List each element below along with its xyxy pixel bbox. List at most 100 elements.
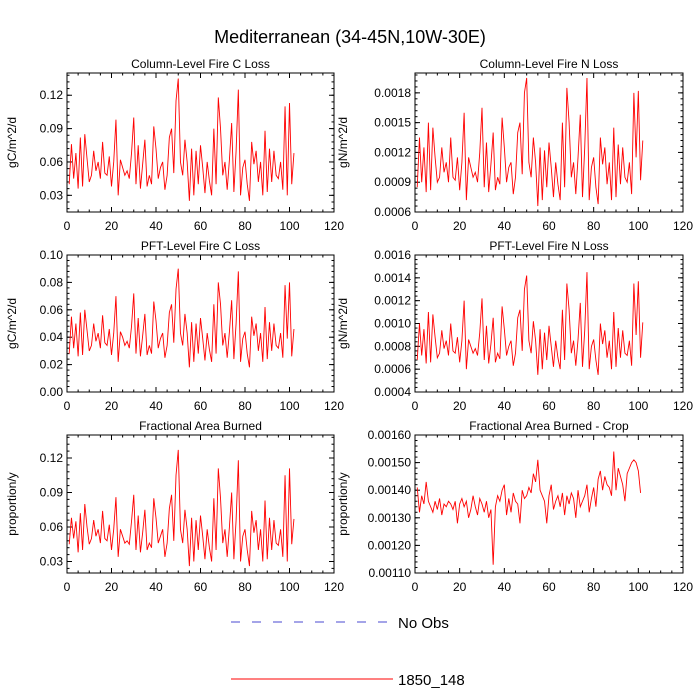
legend-label-1: No Obs	[398, 615, 449, 632]
x-tick-label: 100	[279, 219, 299, 233]
x-tick-label: 20	[105, 399, 119, 413]
y-tick-label: 0.0009	[374, 175, 411, 189]
y-tick-label: 0.00110	[369, 566, 412, 580]
panel-title: PFT-Level Fire C Loss	[141, 239, 260, 253]
y-tick-label: 0.09	[40, 122, 64, 136]
y-tick-label: 0.00120	[368, 538, 412, 552]
chart-panel-1: Column-Level Fire C Loss gC/m^2/d 0 20 40 60 8…	[5, 57, 344, 233]
chart-panel-6: Fractional Area Burned - Crop proportion/…	[336, 419, 693, 594]
y-axis-label: gN/m^2/d	[336, 117, 350, 168]
x-tick-label: 20	[453, 580, 467, 594]
panel-title: PFT-Level Fire N Loss	[489, 239, 608, 253]
y-tick-label: 0.06	[40, 155, 64, 169]
chart-panel-4: PFT-Level Fire N Loss gN/m^2/d 0 20 40 60 80 10…	[336, 239, 693, 413]
y-tick-label: 0.0008	[374, 339, 411, 353]
series-line-1	[68, 449, 295, 567]
x-tick-label: 100	[279, 580, 299, 594]
x-tick-label: 120	[324, 399, 344, 413]
x-tick-label: 40	[498, 219, 512, 233]
x-tick-label: 120	[673, 219, 693, 233]
series-line-1	[68, 78, 295, 201]
y-tick-label: 0.0004	[374, 385, 411, 399]
series-line-1	[416, 77, 644, 207]
y-tick-label: 0.0014	[374, 271, 411, 285]
y-tick-label: 0.00140	[368, 483, 412, 497]
x-tick-label: 120	[673, 399, 693, 413]
x-tick-label: 60	[542, 580, 556, 594]
y-tick-label: 0.04	[40, 330, 64, 344]
x-tick-label: 120	[324, 219, 344, 233]
y-tick-label: 0.0018	[374, 86, 411, 100]
x-tick-label: 40	[149, 580, 163, 594]
y-tick-label: 0.03	[40, 188, 64, 202]
y-tick-label: 0.0006	[374, 362, 411, 376]
x-tick-label: 0	[64, 399, 71, 413]
y-tick-label: 0.00130	[368, 511, 412, 525]
y-tick-label: 0.00160	[368, 428, 412, 442]
y-tick-label: 0.0012	[374, 145, 411, 159]
y-axis-label: proportion/y	[336, 472, 350, 535]
y-tick-label: 0.00	[40, 385, 64, 399]
x-tick-label: 60	[194, 580, 208, 594]
x-tick-label: 80	[587, 219, 601, 233]
y-tick-label: 0.0006	[374, 205, 411, 219]
series-line-1	[416, 451, 642, 565]
x-tick-label: 0	[412, 399, 419, 413]
x-tick-label: 20	[105, 219, 119, 233]
x-tick-label: 60	[194, 399, 208, 413]
y-tick-label: 0.09	[40, 486, 64, 500]
panel-title: Column-Level Fire C Loss	[131, 57, 270, 71]
x-tick-label: 100	[628, 219, 648, 233]
x-tick-label: 20	[105, 580, 119, 594]
legend-label-2: 1850_148	[398, 672, 465, 689]
figure-title: Mediterranean (34-45N,10W-30E)	[214, 27, 486, 47]
panel-title: Fractional Area Burned	[139, 419, 262, 433]
x-tick-label: 80	[587, 399, 601, 413]
series-line-1	[416, 272, 644, 375]
y-tick-label: 0.0010	[374, 317, 411, 331]
x-tick-label: 20	[453, 219, 467, 233]
panel-title: Fractional Area Burned - Crop	[469, 419, 629, 433]
y-tick-label: 0.06	[40, 520, 64, 534]
x-tick-label: 80	[238, 219, 252, 233]
x-tick-label: 100	[279, 399, 299, 413]
plot-frame	[66, 434, 335, 574]
x-tick-label: 120	[673, 580, 693, 594]
x-tick-label: 0	[412, 580, 419, 594]
panel-title: Column-Level Fire N Loss	[480, 57, 619, 71]
y-tick-label: 0.0012	[374, 294, 411, 308]
x-tick-label: 40	[149, 219, 163, 233]
x-tick-label: 0	[412, 219, 419, 233]
y-axis-label: gC/m^2/d	[5, 298, 19, 349]
x-tick-label: 20	[453, 399, 467, 413]
y-tick-label: 0.10	[40, 248, 64, 262]
x-tick-label: 80	[238, 580, 252, 594]
x-tick-label: 60	[194, 219, 208, 233]
x-tick-label: 40	[498, 399, 512, 413]
y-tick-label: 0.00150	[368, 456, 412, 470]
y-axis-label: proportion/y	[5, 472, 19, 535]
x-tick-label: 40	[498, 580, 512, 594]
y-tick-label: 0.03	[40, 555, 64, 569]
chart-panel-3: PFT-Level Fire C Loss gC/m^2/d 0 20 40 60 80 10…	[5, 239, 344, 413]
x-tick-label: 60	[542, 219, 556, 233]
y-tick-label: 0.08	[40, 275, 64, 289]
plot-frame	[66, 72, 335, 213]
x-tick-label: 120	[324, 580, 344, 594]
y-tick-label: 0.12	[40, 88, 64, 102]
y-tick-label: 0.12	[40, 451, 64, 465]
chart-panel-5: Fractional Area Burned proportion/y 0 20 40 6…	[5, 419, 344, 594]
series-line-1	[68, 268, 295, 368]
x-tick-label: 0	[64, 219, 71, 233]
y-tick-label: 0.0015	[374, 116, 411, 130]
x-tick-label: 100	[628, 399, 648, 413]
legend: No Obs 1850_148	[231, 615, 465, 689]
x-tick-label: 60	[542, 399, 556, 413]
chart-panel-2: Column-Level Fire N Loss gN/m^2/d 0 20 40 60 8…	[336, 57, 693, 233]
x-tick-label: 80	[587, 580, 601, 594]
y-tick-label: 0.06	[40, 303, 64, 317]
x-tick-label: 0	[64, 580, 71, 594]
x-tick-label: 100	[628, 580, 648, 594]
y-axis-label: gN/m^2/d	[336, 298, 350, 349]
y-axis-label: gC/m^2/d	[5, 117, 19, 168]
